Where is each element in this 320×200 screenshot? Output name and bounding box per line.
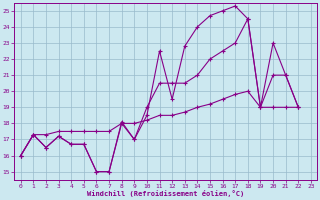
X-axis label: Windchill (Refroidissement éolien,°C): Windchill (Refroidissement éolien,°C) — [87, 190, 244, 197]
